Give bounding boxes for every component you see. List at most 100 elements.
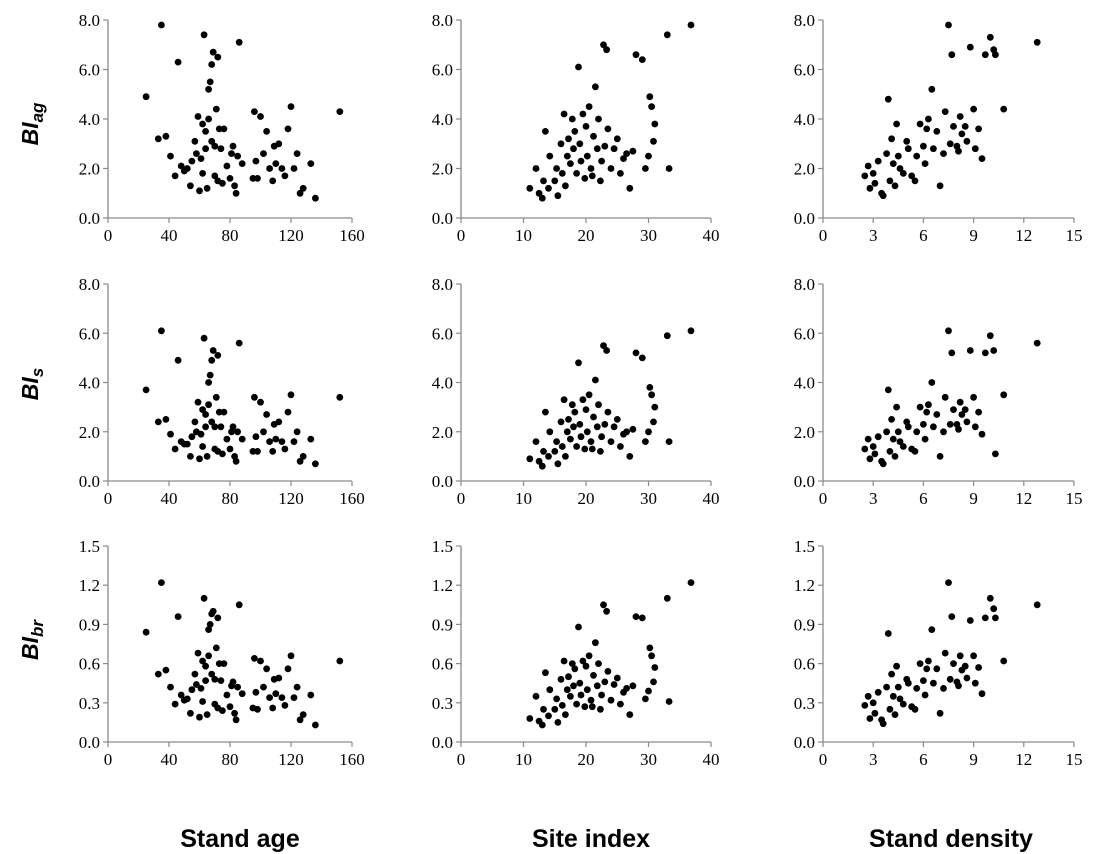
data-point	[234, 428, 242, 436]
data-point	[613, 135, 621, 143]
data-point	[188, 686, 196, 694]
data-point	[930, 145, 937, 153]
data-point	[214, 53, 222, 61]
data-point	[956, 113, 964, 120]
data-point	[567, 435, 574, 443]
data-point	[312, 721, 319, 729]
data-point	[229, 678, 237, 686]
data-point	[193, 681, 200, 688]
data-point	[648, 103, 655, 110]
data-point	[281, 445, 289, 453]
x-tick-label: 20	[578, 489, 595, 508]
y-tick-label: 4.0	[79, 110, 100, 129]
x-tick-label: 30	[640, 750, 657, 769]
y-tick-label: 1.5	[432, 537, 453, 556]
y-tick-label: 6.0	[432, 61, 453, 80]
data-point	[970, 393, 977, 401]
data-point	[992, 450, 999, 458]
data-point	[992, 614, 999, 622]
data-point	[961, 123, 969, 130]
data-point	[587, 165, 595, 172]
data-point	[281, 172, 289, 180]
x-tick-label: 15	[1066, 489, 1083, 508]
data-point	[883, 428, 890, 436]
data-point	[162, 416, 170, 423]
data-point	[941, 393, 949, 401]
data-point	[582, 123, 590, 130]
data-point	[307, 691, 315, 699]
data-point	[554, 192, 562, 200]
data-point	[629, 147, 637, 155]
x-tick-label: 12	[1015, 226, 1032, 245]
data-point	[199, 120, 207, 128]
data-point	[617, 443, 624, 450]
data-point	[687, 327, 695, 335]
data-point	[950, 660, 957, 667]
data-point	[532, 692, 540, 700]
data-point	[275, 140, 283, 148]
data-point	[603, 607, 610, 615]
data-point	[975, 664, 982, 671]
data-point	[575, 63, 582, 71]
data-point	[646, 384, 654, 391]
data-point	[632, 349, 640, 357]
data-point	[941, 108, 949, 115]
data-point	[257, 657, 264, 665]
data-point	[950, 123, 957, 130]
data-point	[197, 685, 205, 692]
data-point	[650, 418, 657, 426]
data-point	[208, 418, 216, 426]
data-point	[196, 187, 203, 195]
x-tick-label: 40	[161, 489, 178, 508]
x-tick-label: 6	[919, 226, 928, 245]
data-point	[577, 433, 585, 441]
data-point	[275, 418, 283, 426]
data-point	[188, 433, 196, 441]
x-tick-label: 9	[969, 750, 978, 769]
data-point	[651, 403, 659, 411]
data-point	[220, 125, 228, 133]
data-point	[950, 406, 957, 413]
data-point	[963, 418, 971, 426]
data-point	[540, 705, 547, 713]
y-tick-label: 0.3	[79, 694, 100, 713]
data-point	[223, 691, 231, 699]
data-point	[570, 682, 577, 690]
x-tick-label: 3	[869, 226, 878, 245]
data-point	[579, 396, 587, 404]
data-point	[585, 103, 593, 110]
data-point	[545, 184, 552, 192]
data-point	[598, 691, 605, 699]
data-point	[966, 347, 974, 354]
data-point	[933, 665, 941, 673]
data-point	[336, 657, 344, 665]
data-point	[191, 418, 199, 426]
data-point	[209, 48, 217, 56]
data-point	[911, 705, 919, 713]
data-point	[562, 182, 569, 190]
y-tick-label: 0.3	[432, 694, 453, 713]
x-tick-label: 3	[869, 489, 878, 508]
data-point	[202, 127, 210, 135]
data-point	[272, 435, 280, 443]
y-tick-label: 0.0	[432, 733, 453, 752]
data-point	[212, 644, 220, 652]
data-point	[665, 165, 673, 172]
data-point	[187, 182, 194, 190]
data-point	[986, 33, 994, 41]
y-tick-label: 4.0	[432, 110, 453, 129]
data-point	[211, 675, 219, 683]
y-tick-label: 0.0	[794, 472, 815, 491]
data-point	[587, 696, 595, 704]
x-tick-label: 80	[222, 489, 239, 508]
data-point	[889, 435, 897, 443]
data-point	[290, 165, 298, 172]
data-point	[228, 150, 235, 158]
data-point	[576, 140, 584, 148]
data-point	[223, 435, 231, 443]
data-point	[272, 690, 280, 698]
data-point	[299, 184, 307, 192]
data-point	[963, 137, 971, 145]
data-point	[600, 41, 607, 49]
